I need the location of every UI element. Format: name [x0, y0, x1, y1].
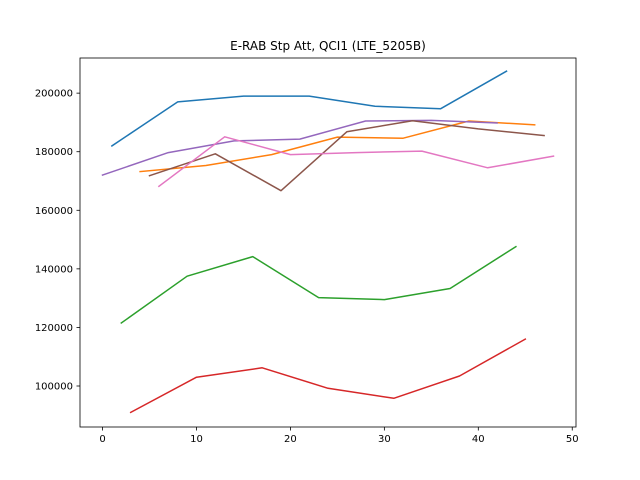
- x-tick-label: 30: [378, 434, 391, 445]
- y-tick-label: 120000: [35, 323, 73, 334]
- series-line-5: [101, 119, 498, 177]
- series-line-4: [129, 338, 527, 414]
- series-line-3: [120, 245, 517, 325]
- axes-layer: 0 10 20 30 40 50 100000 120000 140000 160000 18000…: [35, 57, 579, 445]
- y-tick-label: 100000: [35, 382, 73, 393]
- series-line-7: [157, 136, 555, 188]
- x-tick-label: 10: [190, 434, 203, 445]
- x-tick-label: 40: [472, 434, 485, 445]
- x-tick-label: 0: [99, 434, 105, 445]
- x-tick-label: 20: [284, 434, 297, 445]
- series-line-1: [110, 70, 508, 147]
- series-layer: [101, 70, 555, 414]
- y-tick-label: 160000: [35, 206, 73, 217]
- x-tick-label: 50: [566, 434, 579, 445]
- y-tick-label: 140000: [35, 264, 73, 275]
- series-line-2: [139, 120, 536, 173]
- chart-title: E-RAB Stp Att, QCI1 (LTE_5205B): [230, 39, 426, 53]
- plot-frame: [79, 57, 577, 428]
- y-tick-label: 200000: [35, 89, 73, 100]
- series-line-6: [148, 119, 545, 192]
- y-tick-label: 180000: [35, 147, 73, 158]
